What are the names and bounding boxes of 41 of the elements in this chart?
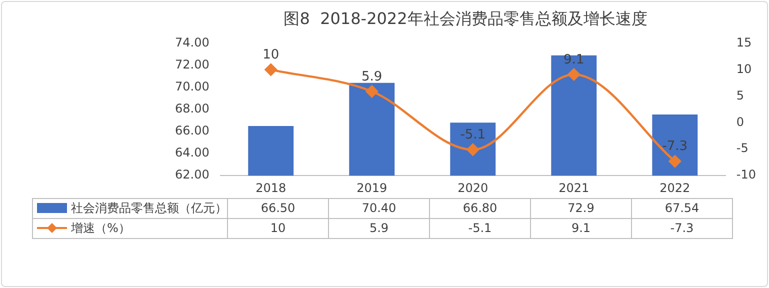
y-tick-label: 72.00: [174, 57, 210, 72]
y-tick-label: 68.00: [174, 102, 210, 116]
y-tick-label: 70.00: [174, 79, 210, 94]
x-tick-label: 2018: [256, 180, 286, 195]
text: 9.1: [564, 52, 584, 68]
text: -5.1: [460, 128, 486, 143]
y-tick-label: 62.00: [174, 168, 210, 182]
x-tick-label: 2021: [558, 180, 590, 195]
data-label: 72.9: [530, 198, 632, 218]
y2-tick-label: 5: [736, 88, 744, 102]
y2-tick-label: -10: [736, 168, 756, 182]
data-label: 70.40: [328, 198, 430, 218]
y2-tick-label: 10: [736, 62, 752, 76]
x-tick-label: 2019: [356, 180, 388, 195]
text: 5.9: [362, 69, 382, 84]
legend-label: 增速（%）: [32, 218, 228, 238]
y2-tick-label: -5: [736, 141, 748, 156]
point: [264, 64, 277, 76]
y2-tick-label: 0: [736, 114, 744, 129]
point: [568, 68, 580, 81]
data-label: 10: [228, 218, 328, 238]
text: -7.3: [662, 139, 688, 154]
y2-tick-label: 15: [736, 35, 752, 50]
point: [668, 155, 682, 168]
data-label: -5.1: [430, 218, 530, 238]
x-tick-label: 2022: [660, 180, 690, 195]
y-tick-label: 74.00: [174, 35, 210, 50]
data-label: 66.80: [430, 198, 530, 218]
data-label: 9.1: [530, 218, 632, 238]
data-label: 5.9: [328, 218, 430, 238]
chart-title: 图8 2018-2022年社会消费品零售总额及增长速度: [284, 8, 648, 28]
legend-label: 社会消费品零售总额（亿元）: [32, 198, 228, 218]
data-label: -7.3: [632, 218, 732, 238]
x-tick-label: 2020: [458, 180, 488, 195]
text: 10: [262, 48, 280, 63]
data-label: 67.54: [632, 198, 732, 218]
data-label: 66.50: [228, 198, 328, 218]
y-tick-label: 64.00: [174, 146, 210, 160]
y-tick-label: 66.00: [174, 124, 210, 138]
point: [466, 144, 479, 156]
point: [366, 85, 378, 98]
